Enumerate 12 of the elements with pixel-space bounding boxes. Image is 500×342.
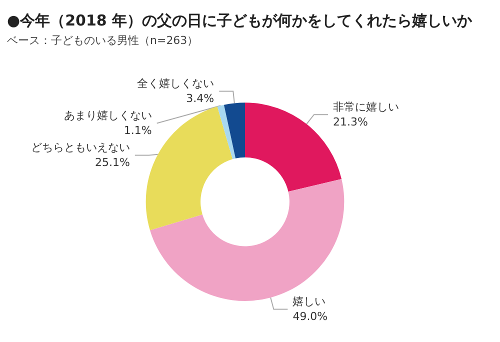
chart-subtitle: ベース：子どものいる男性（n=263） [7,34,198,47]
slice-label: どちらともいえない [30,141,130,154]
data-label: 49.0% [292,310,328,324]
data-label: 25.1% [94,156,130,170]
slice-label: あまり嬉しくない [64,109,152,122]
data-label: 21.3% [333,116,368,129]
data-label: 1.1% [124,124,152,138]
chart-title: ●今年（2018 年）の父の日に子どもが何かをしてくれたら嬉しいか [7,12,474,30]
slice-label: 非常に嬉しい [333,100,400,114]
slice-label: 全く嬉しくない [137,77,214,90]
slice-label: 嬉しい [292,295,326,308]
data-label: 3.4% [186,92,214,106]
